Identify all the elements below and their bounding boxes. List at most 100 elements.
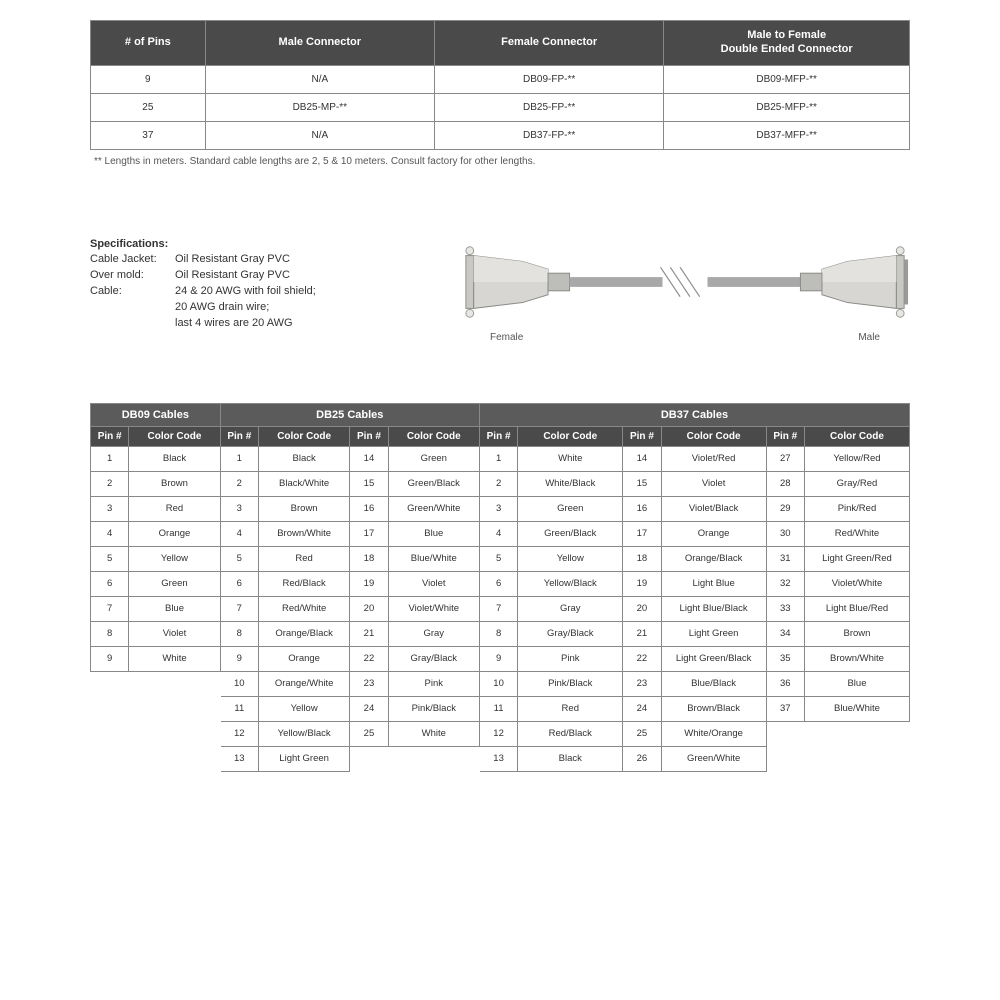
cc-cell: White xyxy=(388,721,479,746)
cc-cell: 35 xyxy=(766,646,804,671)
cc-cell: White/Orange xyxy=(661,721,766,746)
spec-label xyxy=(90,316,175,332)
cc-cell: Yellow xyxy=(518,546,623,571)
cc-cell: 6 xyxy=(479,571,517,596)
cc-cell: Green xyxy=(388,446,479,471)
cc-sub-header: Pin # xyxy=(350,426,388,446)
cc-cell: White xyxy=(518,446,623,471)
cc-cell: 21 xyxy=(623,621,661,646)
cc-cell: 13 xyxy=(479,746,517,771)
cc-sub-header: Color Code xyxy=(388,426,479,446)
cc-cell: Violet xyxy=(129,621,220,646)
cc-cell xyxy=(129,721,220,746)
cc-cell: 18 xyxy=(350,546,388,571)
cc-cell: Pink/Black xyxy=(388,696,479,721)
cc-cell: Gray/Red xyxy=(804,471,909,496)
cc-sub-header: Color Code xyxy=(804,426,909,446)
cc-cell: 18 xyxy=(623,546,661,571)
top-table-cell: 25 xyxy=(91,93,206,121)
cc-cell: 19 xyxy=(623,571,661,596)
cc-cell: 23 xyxy=(350,671,388,696)
cc-cell: 4 xyxy=(479,521,517,546)
top-table-header: Male Connector xyxy=(205,21,434,66)
specifications-block: Specifications: Cable Jacket:Oil Resista… xyxy=(90,237,430,333)
top-table-header: # of Pins xyxy=(91,21,206,66)
cc-cell: Green/White xyxy=(388,496,479,521)
cc-cell xyxy=(388,746,479,771)
cc-cell xyxy=(129,746,220,771)
cc-cell: 7 xyxy=(91,596,129,621)
cc-cell: 9 xyxy=(91,646,129,671)
cc-cell: 21 xyxy=(350,621,388,646)
cc-cell: Light Green xyxy=(258,746,349,771)
cc-cell: 25 xyxy=(623,721,661,746)
spec-label: Over mold: xyxy=(90,268,175,284)
cc-cell: Yellow xyxy=(129,546,220,571)
cc-cell: Green xyxy=(129,571,220,596)
cc-cell: 16 xyxy=(623,496,661,521)
cc-cell: Gray/Black xyxy=(388,646,479,671)
cc-cell: 5 xyxy=(91,546,129,571)
cc-cell: Yellow/Black xyxy=(258,721,349,746)
cc-group-header: DB37 Cables xyxy=(479,403,909,426)
spec-value: Oil Resistant Gray PVC xyxy=(175,252,430,268)
top-table-cell: N/A xyxy=(205,121,434,149)
cc-cell: Pink/Red xyxy=(804,496,909,521)
spec-value: 24 & 20 AWG with foil shield; xyxy=(175,284,430,300)
top-table-header: Male to FemaleDouble Ended Connector xyxy=(664,21,910,66)
cc-cell: Violet xyxy=(388,571,479,596)
cc-cell: 7 xyxy=(479,596,517,621)
cc-cell: 17 xyxy=(623,521,661,546)
cc-cell: Brown xyxy=(804,621,909,646)
cc-cell: Gray xyxy=(388,621,479,646)
cc-cell: 36 xyxy=(766,671,804,696)
cc-cell: 30 xyxy=(766,521,804,546)
cc-cell: 20 xyxy=(623,596,661,621)
cc-cell xyxy=(91,746,129,771)
cc-cell: Red/White xyxy=(258,596,349,621)
cc-cell: Black xyxy=(258,446,349,471)
cc-cell: Red xyxy=(518,696,623,721)
spec-label: Cable Jacket: xyxy=(90,252,175,268)
cc-group-header: DB25 Cables xyxy=(220,403,479,426)
illus-label-male: Male xyxy=(858,332,880,343)
cc-cell: 7 xyxy=(220,596,258,621)
cc-cell xyxy=(804,746,909,771)
cc-cell xyxy=(129,696,220,721)
cc-cell: 3 xyxy=(479,496,517,521)
cc-cell: Gray/Black xyxy=(518,621,623,646)
cc-sub-header: Color Code xyxy=(258,426,349,446)
cc-cell: Brown/White xyxy=(804,646,909,671)
cc-sub-header: Pin # xyxy=(479,426,517,446)
cc-cell: Light Green/Black xyxy=(661,646,766,671)
cc-cell: 27 xyxy=(766,446,804,471)
cc-cell: 11 xyxy=(479,696,517,721)
cc-cell: 2 xyxy=(220,471,258,496)
cc-cell: Light Green xyxy=(661,621,766,646)
cc-cell: 1 xyxy=(91,446,129,471)
cc-cell: 32 xyxy=(766,571,804,596)
top-table-cell: 37 xyxy=(91,121,206,149)
cc-cell xyxy=(804,721,909,746)
cc-cell: 22 xyxy=(623,646,661,671)
cc-cell: 24 xyxy=(623,696,661,721)
illus-label-female: Female xyxy=(490,332,523,343)
cc-cell xyxy=(91,721,129,746)
cc-cell: Violet/Red xyxy=(661,446,766,471)
cc-cell: Orange/Black xyxy=(258,621,349,646)
cc-sub-header: Color Code xyxy=(518,426,623,446)
cc-cell: Light Green/Red xyxy=(804,546,909,571)
cc-cell: 24 xyxy=(350,696,388,721)
spec-value: 20 AWG drain wire; xyxy=(175,300,430,316)
cc-cell: Orange/Black xyxy=(661,546,766,571)
spec-value: last 4 wires are 20 AWG xyxy=(175,316,430,332)
cc-cell: 10 xyxy=(479,671,517,696)
cc-cell: 8 xyxy=(479,621,517,646)
cc-cell: 10 xyxy=(220,671,258,696)
cc-cell: Brown/White xyxy=(258,521,349,546)
spec-label: Cable: xyxy=(90,284,175,300)
cc-cell: 12 xyxy=(220,721,258,746)
cc-cell: Violet/Black xyxy=(661,496,766,521)
cc-cell: Yellow/Red xyxy=(804,446,909,471)
cc-sub-header: Pin # xyxy=(766,426,804,446)
